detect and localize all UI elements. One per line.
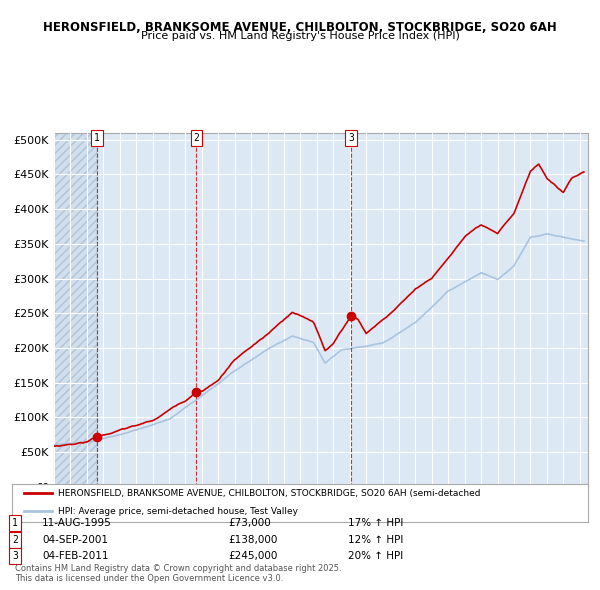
Text: 2: 2 <box>194 133 199 143</box>
Text: 1: 1 <box>94 133 100 143</box>
Text: 04-SEP-2001: 04-SEP-2001 <box>42 535 108 545</box>
Text: Price paid vs. HM Land Registry's House Price Index (HPI): Price paid vs. HM Land Registry's House … <box>140 31 460 41</box>
Text: 17% ↑ HPI: 17% ↑ HPI <box>348 519 403 528</box>
Text: HERONSFIELD, BRANKSOME AVENUE, CHILBOLTON, STOCKBRIDGE, SO20 6AH (semi-detached: HERONSFIELD, BRANKSOME AVENUE, CHILBOLTO… <box>58 489 481 497</box>
Text: 2: 2 <box>12 535 18 545</box>
Text: 12% ↑ HPI: 12% ↑ HPI <box>348 535 403 545</box>
Text: £138,000: £138,000 <box>228 535 277 545</box>
Text: HERONSFIELD, BRANKSOME AVENUE, CHILBOLTON, STOCKBRIDGE, SO20 6AH: HERONSFIELD, BRANKSOME AVENUE, CHILBOLTO… <box>43 21 557 34</box>
Text: £73,000: £73,000 <box>228 519 271 528</box>
Text: 20% ↑ HPI: 20% ↑ HPI <box>348 552 403 561</box>
Text: 1: 1 <box>12 519 18 528</box>
Text: HPI: Average price, semi-detached house, Test Valley: HPI: Average price, semi-detached house,… <box>58 507 298 516</box>
Text: 11-AUG-1995: 11-AUG-1995 <box>42 519 112 528</box>
Text: 3: 3 <box>12 552 18 561</box>
Text: 3: 3 <box>348 133 354 143</box>
Text: 04-FEB-2011: 04-FEB-2011 <box>42 552 109 561</box>
Text: £245,000: £245,000 <box>228 552 277 561</box>
Text: Contains HM Land Registry data © Crown copyright and database right 2025.
This d: Contains HM Land Registry data © Crown c… <box>15 563 341 583</box>
